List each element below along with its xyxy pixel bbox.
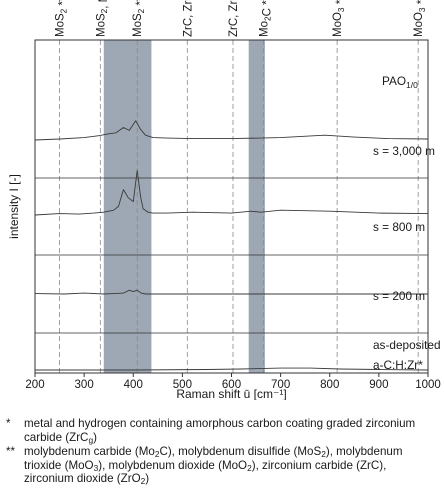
x-tick-label-8: 1000 (415, 379, 441, 391)
reference-label-5: Mo2C ** (258, 0, 273, 37)
series-label-3: as-deposited (373, 338, 441, 352)
corner-label: PAO1/0 (382, 74, 418, 90)
series-line-2 (34, 289, 428, 295)
series-label-0: s = 3,000 m (373, 144, 435, 158)
x-tick-label-1: 300 (75, 379, 94, 391)
reference-label-7: MoO3 ** (413, 0, 428, 37)
x-tick-label-5: 700 (271, 379, 290, 391)
shaded-band-0 (103, 40, 152, 373)
x-tick-label-7: 900 (369, 379, 388, 391)
y-axis-label: intensity I [-] (7, 174, 21, 239)
x-tick-label-3: 500 (173, 379, 192, 391)
reference-label-2: MoS2 ** (132, 0, 147, 37)
series-label-2: s = 200 m (373, 289, 425, 303)
x-tick-label-6: 800 (320, 379, 339, 391)
x-tick-label-4: 600 (222, 379, 241, 391)
x-axis-label: Raman shift ū [cm⁻¹] (176, 387, 286, 400)
series-line-0 (34, 120, 429, 141)
series-sublabel-3: a-C:H:Zr* (373, 358, 423, 372)
reference-label-6: MoO3 ** (332, 0, 347, 37)
series-line-3 (35, 367, 429, 371)
plot-frame (34, 39, 429, 374)
series-label-1: s = 800 m (373, 220, 425, 234)
reference-label-3: ZrC, ZrO2 ** (182, 0, 197, 37)
series-line-1 (34, 169, 429, 216)
reference-label-0: MoS2 ** (55, 0, 70, 37)
footnote-mark: ** (6, 445, 16, 458)
footnote-mark: * (6, 417, 11, 430)
reference-label-1: MoS2, Mo2C ** (95, 0, 113, 37)
shaded-band-1 (248, 40, 265, 373)
x-tick-label-0: 200 (25, 379, 44, 391)
footnote-text: molybdenum carbide (Mo2C), molybdenum di… (24, 445, 403, 487)
footnote-text: metal and hydrogen containing amorphous … (24, 417, 416, 445)
raman-chart: MoS2 ** MoS2, Mo2C ** MoS2 ** ZrC, ZrO2 ** Z… (7, 0, 441, 400)
reference-label-4: ZrC, ZrO2 ** (228, 0, 243, 37)
x-tick-label-2: 400 (124, 379, 143, 391)
